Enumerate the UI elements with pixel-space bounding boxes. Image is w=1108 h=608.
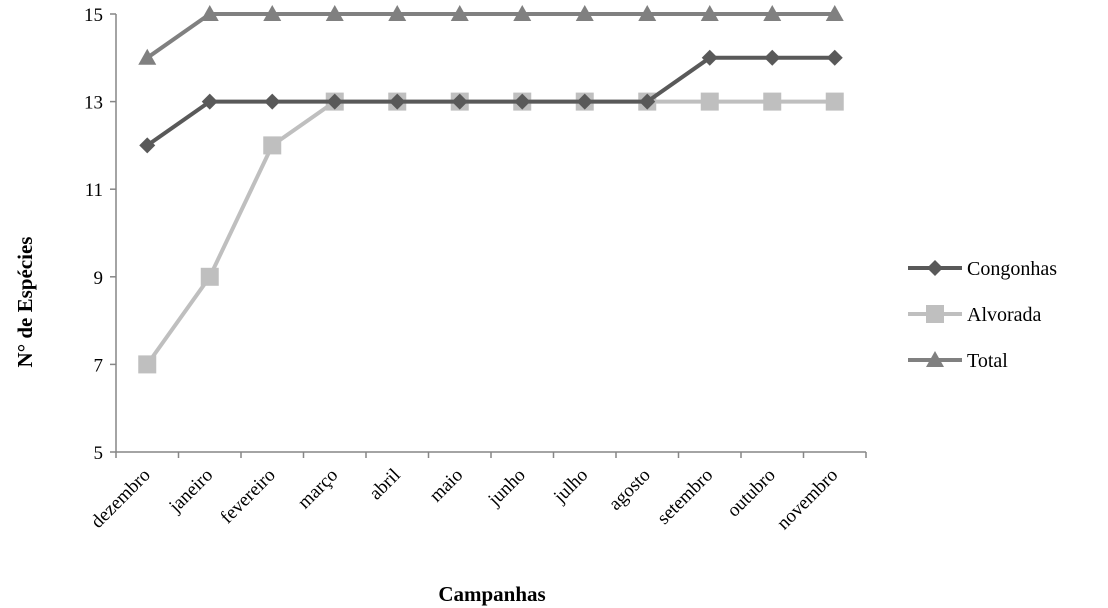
- data-point-triangle: [763, 5, 782, 21]
- x-axis-title: Campanhas: [438, 582, 545, 606]
- data-point-diamond: [514, 93, 531, 110]
- data-point-triangle: [638, 5, 657, 21]
- y-axis-title: N° de Espécies: [13, 237, 37, 368]
- x-tick-labels: dezembro janeiro fevereiro março abril maio ju…: [87, 465, 842, 534]
- x-tick-label: novembro: [773, 465, 842, 534]
- series-line-total: [146, 12, 835, 60]
- data-point-triangle: [200, 5, 219, 21]
- data-point-diamond: [201, 93, 218, 110]
- x-tick-label: julho: [549, 465, 592, 508]
- x-tick-label: fevereiro: [216, 465, 279, 528]
- data-point-triangle: [138, 48, 157, 65]
- data-point-diamond: [927, 260, 943, 276]
- data-point-triangle: [825, 5, 844, 21]
- data-point-square: [763, 92, 782, 111]
- x-tick-label: agosto: [605, 465, 655, 515]
- data-point-triangle: [325, 5, 344, 21]
- data-point-diamond: [701, 49, 718, 66]
- series-line-alvorada: [145, 99, 835, 366]
- data-point-diamond: [326, 93, 343, 110]
- x-tick-label: dezembro: [87, 465, 155, 533]
- chart-axes: [110, 13, 867, 458]
- x-tick-label: outubro: [723, 465, 780, 522]
- x-tick-label: junho: [484, 465, 530, 511]
- data-point-diamond: [451, 93, 468, 110]
- data-point-diamond: [139, 137, 156, 154]
- y-tick-label: 11: [85, 180, 103, 201]
- data-point-triangle: [388, 5, 407, 21]
- y-tick-label: 5: [94, 443, 104, 464]
- data-point-square: [700, 92, 719, 111]
- x-tick-label: setembro: [653, 465, 717, 529]
- x-tick-label: janeiro: [164, 465, 217, 518]
- data-point-square: [926, 305, 944, 323]
- data-point-square: [263, 136, 282, 155]
- data-point-diamond: [826, 49, 843, 66]
- data-point-square: [138, 355, 157, 374]
- x-tick-label: maio: [426, 465, 468, 507]
- data-point-diamond: [576, 93, 593, 110]
- data-point-diamond: [764, 49, 781, 66]
- data-point-triangle: [700, 5, 719, 21]
- legend-label: Total: [967, 350, 1008, 372]
- y-tick-label: 15: [84, 5, 103, 26]
- series-group: [138, 5, 844, 374]
- x-tick-label: abril: [365, 465, 404, 504]
- legend-label: Alvorada: [967, 304, 1042, 326]
- y-tick-label: 9: [94, 268, 104, 289]
- data-point-square: [825, 92, 844, 111]
- data-point-diamond: [264, 93, 281, 110]
- x-tick-label: março: [294, 465, 342, 513]
- y-tick-label: 13: [84, 93, 103, 114]
- data-point-triangle: [575, 5, 594, 21]
- data-point-diamond: [389, 93, 406, 110]
- data-point-triangle: [926, 351, 944, 367]
- y-tick-labels: 5 7 9 11 13 15: [84, 5, 103, 464]
- legend: Congonhas Alvorada Total: [908, 258, 1057, 372]
- series-line-congonhas: [146, 55, 835, 148]
- y-tick-label: 7: [94, 355, 104, 376]
- data-point-triangle: [450, 5, 469, 21]
- data-point-square: [200, 267, 219, 286]
- legend-label: Congonhas: [967, 258, 1057, 280]
- data-point-diamond: [639, 93, 656, 110]
- data-point-triangle: [263, 5, 282, 21]
- data-point-triangle: [513, 5, 532, 21]
